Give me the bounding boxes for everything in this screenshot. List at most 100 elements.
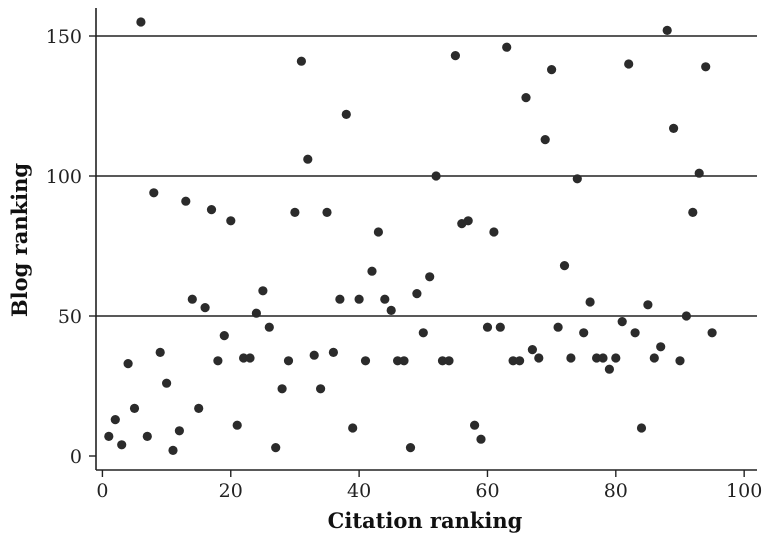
data-point xyxy=(220,331,229,340)
data-point xyxy=(156,348,165,357)
data-point xyxy=(213,356,222,365)
data-point xyxy=(618,317,627,326)
data-point xyxy=(149,188,158,197)
data-point xyxy=(136,17,145,26)
y-ticks: 0 50 100 150 xyxy=(46,26,96,468)
data-point xyxy=(541,135,550,144)
data-point xyxy=(701,62,710,71)
data-point xyxy=(361,356,370,365)
data-point xyxy=(380,295,389,304)
data-point xyxy=(489,227,498,236)
data-point xyxy=(554,323,563,332)
data-point xyxy=(451,51,460,60)
data-point xyxy=(656,342,665,351)
x-tick-label: 60 xyxy=(475,480,499,502)
data-point xyxy=(130,404,139,413)
data-point xyxy=(303,155,312,164)
data-point xyxy=(252,309,261,318)
data-point xyxy=(117,440,126,449)
data-point xyxy=(528,345,537,354)
data-point xyxy=(547,65,556,74)
data-point xyxy=(637,423,646,432)
data-point xyxy=(265,323,274,332)
data-point xyxy=(335,295,344,304)
data-point xyxy=(688,208,697,217)
data-point xyxy=(181,197,190,206)
data-point xyxy=(695,169,704,178)
data-point xyxy=(412,289,421,298)
data-point xyxy=(406,443,415,452)
data-point xyxy=(188,295,197,304)
data-point xyxy=(515,356,524,365)
data-point xyxy=(598,353,607,362)
data-point xyxy=(290,208,299,217)
data-point xyxy=(566,353,575,362)
data-point xyxy=(245,353,254,362)
data-point xyxy=(201,303,210,312)
data-points xyxy=(104,17,717,455)
data-point xyxy=(432,171,441,180)
data-point xyxy=(399,356,408,365)
data-point xyxy=(367,267,376,276)
data-point xyxy=(316,384,325,393)
axes xyxy=(96,8,757,470)
y-tick-label: 0 xyxy=(70,446,82,468)
data-point xyxy=(624,59,633,68)
data-point xyxy=(104,432,113,441)
data-point xyxy=(278,384,287,393)
x-tick-label: 80 xyxy=(604,480,628,502)
data-point xyxy=(284,356,293,365)
data-point xyxy=(496,323,505,332)
x-axis-title: Citation ranking xyxy=(328,508,523,533)
data-point xyxy=(611,353,620,362)
y-tick-label: 150 xyxy=(46,26,82,48)
data-point xyxy=(534,353,543,362)
data-point xyxy=(297,57,306,66)
data-point xyxy=(168,446,177,455)
data-point xyxy=(348,423,357,432)
y-axis-title: Blog ranking xyxy=(7,163,32,317)
data-point xyxy=(502,43,511,52)
data-point xyxy=(175,426,184,435)
y-tick-label: 50 xyxy=(58,306,82,328)
data-point xyxy=(464,216,473,225)
data-point xyxy=(374,227,383,236)
data-point xyxy=(483,323,492,332)
data-point xyxy=(271,443,280,452)
data-point xyxy=(355,295,364,304)
data-point xyxy=(476,435,485,444)
data-point xyxy=(226,216,235,225)
data-point xyxy=(233,421,242,430)
data-point xyxy=(675,356,684,365)
x-tick-label: 20 xyxy=(219,480,243,502)
data-point xyxy=(586,297,595,306)
data-point xyxy=(643,300,652,309)
data-point xyxy=(419,328,428,337)
x-tick-label: 100 xyxy=(726,480,762,502)
data-point xyxy=(573,174,582,183)
data-point xyxy=(342,110,351,119)
data-point xyxy=(194,404,203,413)
data-point xyxy=(521,93,530,102)
data-point xyxy=(143,432,152,441)
data-point xyxy=(207,205,216,214)
data-point xyxy=(631,328,640,337)
data-point xyxy=(387,306,396,315)
data-point xyxy=(650,353,659,362)
data-point xyxy=(605,365,614,374)
data-point xyxy=(669,124,678,133)
data-point xyxy=(444,356,453,365)
data-point xyxy=(708,328,717,337)
y-tick-label: 100 xyxy=(46,166,82,188)
data-point xyxy=(258,286,267,295)
data-point xyxy=(310,351,319,360)
data-point xyxy=(425,272,434,281)
data-point xyxy=(111,415,120,424)
data-point xyxy=(579,328,588,337)
data-point xyxy=(682,311,691,320)
data-point xyxy=(470,421,479,430)
data-point xyxy=(162,379,171,388)
x-ticks: 0 20 40 60 80 100 xyxy=(96,470,762,502)
data-point xyxy=(322,208,331,217)
